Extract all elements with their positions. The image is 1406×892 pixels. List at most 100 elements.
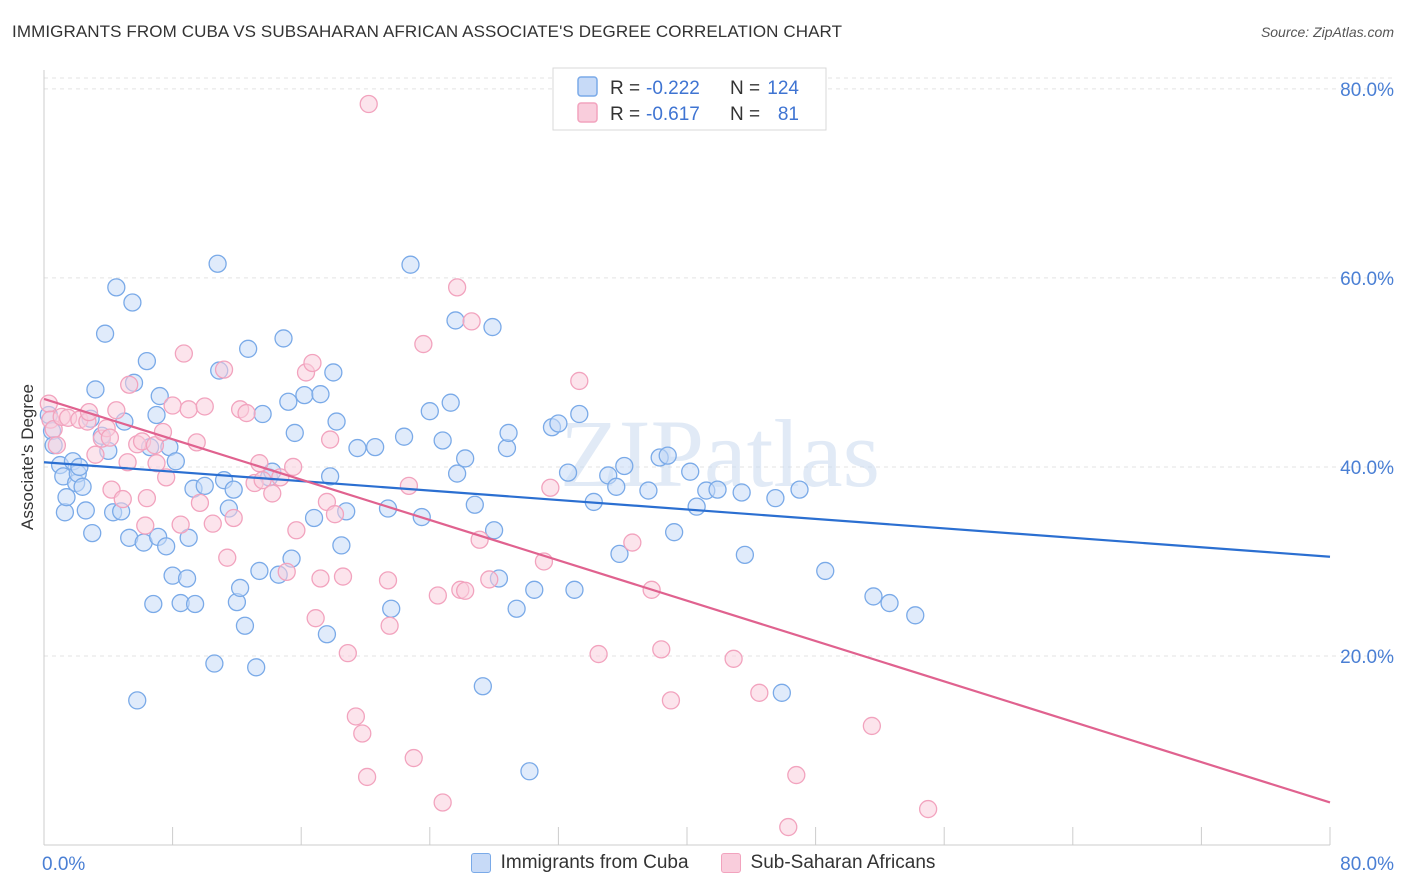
scatter-point (558, 463, 578, 482)
scatter-point (473, 677, 492, 696)
trend-line (43, 461, 1331, 558)
scatter-point (39, 394, 58, 413)
scatter-point (338, 643, 357, 663)
scatter-point (615, 456, 634, 476)
scatter-point (320, 430, 340, 449)
scatter-point (214, 360, 234, 379)
scatter-point (732, 483, 751, 502)
scatter-point (394, 427, 414, 446)
scatter-point (218, 548, 237, 567)
scatter-point (652, 640, 671, 659)
scatter-point (185, 594, 205, 614)
scatter-point (285, 423, 304, 443)
scatter-point (253, 471, 272, 490)
y-tick-label: 40.0% (1340, 458, 1394, 479)
scatter-point (456, 581, 475, 600)
top-legend: R = -0.222 N = 124 R = -0.617 N = 81 (552, 67, 827, 131)
trend-line (43, 397, 1331, 804)
legend-n-label: N = (730, 78, 760, 99)
scatter-point (145, 436, 165, 455)
scatter-point (237, 403, 256, 423)
scatter-point (462, 312, 481, 331)
scatter-point (365, 437, 385, 457)
scatter-point (507, 599, 526, 618)
scatter-point (816, 561, 835, 581)
scatter-point (224, 508, 243, 528)
chart-title: IMMIGRANTS FROM CUBA VS SUBSAHARAN AFRIC… (12, 22, 843, 41)
legend-n-value: 124 (767, 78, 799, 99)
scatter-point (137, 351, 157, 371)
scatter-point (205, 654, 224, 673)
scatter-point (346, 707, 366, 726)
scatter-point (525, 580, 544, 599)
scatter-point (284, 457, 303, 477)
scatter-point (274, 329, 293, 348)
axes (43, 70, 1331, 846)
scatter-point (147, 405, 166, 425)
y-tick-label: 20.0% (1340, 647, 1394, 668)
scatter-point (664, 523, 684, 542)
scatter-point (333, 567, 353, 586)
scatter-point (325, 505, 345, 524)
bottom-legend: Immigrants from Cuba Sub-Saharan African… (0, 852, 1406, 874)
scatter-point (208, 254, 227, 273)
scatter-point (447, 278, 467, 297)
scatter-point (766, 488, 785, 508)
scatter-point (589, 644, 608, 664)
scatter-point (433, 431, 452, 450)
scatter-point (235, 616, 255, 635)
scatter-point (263, 484, 282, 503)
legend-r-value: -0.617 (646, 104, 700, 125)
scatter-point (497, 438, 517, 458)
scatter-point (303, 353, 322, 373)
scatter-point (153, 422, 173, 442)
legend-item-cuba: Immigrants from Cuba (470, 852, 689, 874)
scatter-point (404, 748, 423, 768)
scatter-point (359, 94, 378, 114)
scatter-point (708, 480, 727, 499)
scatter-point (687, 497, 706, 516)
scatter-point (499, 423, 518, 443)
scatter-point (332, 536, 351, 555)
scatter-point (247, 658, 266, 677)
scatter-point (639, 481, 658, 500)
legend-swatch-cuba (577, 76, 598, 97)
source-label: Source: ZipAtlas.com (1260, 24, 1394, 40)
scatter-point (57, 488, 76, 507)
scatter-point (123, 293, 142, 312)
scatter-point (277, 562, 296, 582)
legend-r-value: -0.222 (646, 78, 700, 99)
scatter-point (179, 528, 198, 547)
scatter-point (610, 544, 629, 564)
scatter-point (414, 334, 433, 354)
scatter-point (73, 477, 92, 496)
scatter-point (317, 625, 337, 644)
scatter-point (465, 495, 484, 514)
scatter-point (203, 514, 222, 533)
scatter-point (623, 533, 642, 552)
scatter-point (880, 593, 899, 613)
scatter-point (107, 401, 126, 420)
scatter-point (47, 436, 67, 455)
scatter-point (144, 594, 163, 614)
legend-n-label: N = (730, 104, 760, 125)
scatter-point (541, 478, 560, 497)
scatter-point (113, 489, 132, 509)
scatter-point (195, 397, 214, 416)
scatter-point (230, 578, 250, 598)
scatter-point (724, 649, 743, 668)
scatter-point (157, 537, 176, 556)
scatter-point (118, 453, 137, 472)
legend-swatch-cuba (470, 853, 491, 873)
scatter-point (163, 396, 182, 415)
scatter-point (790, 480, 809, 499)
legend-swatch-subsaharan (577, 102, 598, 123)
scatter-point (428, 586, 447, 605)
y-tick-labels: 20.0% 40.0% 60.0% 80.0% (1340, 80, 1394, 668)
scatter-point (570, 371, 589, 391)
scatter-point (483, 317, 502, 337)
scatter-point (420, 402, 439, 421)
scatter-point (224, 480, 243, 499)
scatter-point (287, 521, 306, 540)
scatter-point (174, 344, 194, 363)
